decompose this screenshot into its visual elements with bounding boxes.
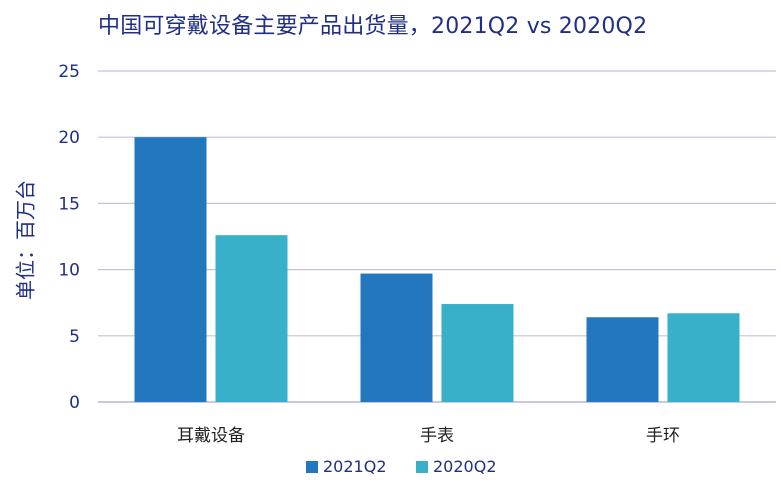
category-label: 手环: [646, 426, 680, 446]
y-tick-label: 25: [58, 62, 80, 82]
category-labels: 耳戴设备 手表 手环: [177, 426, 680, 446]
y-tick-labels: 0 5 10 15 20 25: [58, 62, 80, 413]
bar: [667, 313, 740, 402]
legend-entry: 2021Q2: [323, 457, 387, 476]
legend-swatch: [416, 461, 428, 473]
bar: [134, 137, 207, 402]
category-label: 耳戴设备: [177, 426, 245, 446]
y-tick-label: 20: [58, 128, 80, 148]
bar: [586, 317, 659, 402]
legend-entry: 2020Q2: [433, 457, 497, 476]
grid-lines: [98, 70, 776, 403]
y-tick-label: 0: [69, 393, 80, 413]
bars: [134, 137, 740, 402]
y-tick-label: 10: [58, 261, 80, 281]
category-label: 手表: [420, 426, 454, 446]
bar: [215, 235, 288, 402]
chart-title: 中国可穿戴设备主要产品出货量，2021Q2 vs 2020Q2: [98, 14, 648, 39]
legend-swatch: [306, 461, 318, 473]
y-tick-label: 15: [58, 194, 80, 214]
bar: [441, 304, 514, 402]
bar: [360, 273, 433, 402]
legend: 2021Q2 2020Q2: [306, 457, 497, 476]
y-tick-label: 5: [69, 327, 80, 347]
